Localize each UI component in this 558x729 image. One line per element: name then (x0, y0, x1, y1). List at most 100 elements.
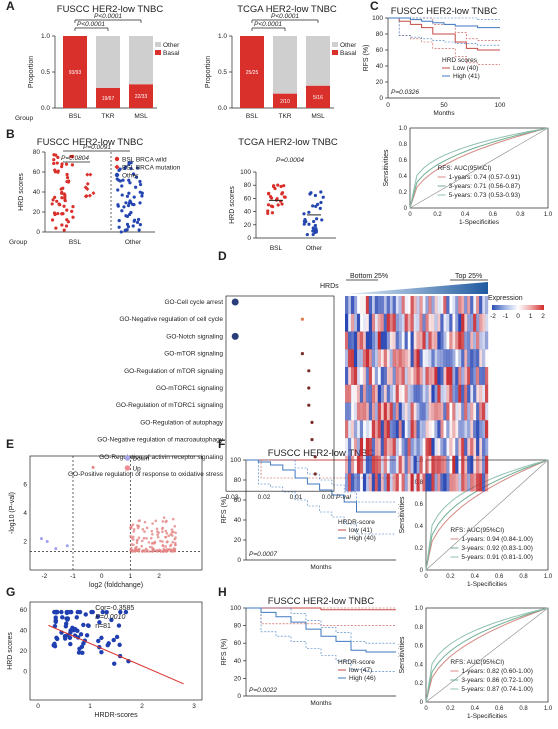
heatmap-cell (464, 455, 468, 474)
data-point-up (161, 540, 164, 543)
heatmap-cell (428, 402, 432, 421)
x-axis-label-h-km: Months (310, 700, 332, 707)
y-axis-label-b1: HRD scores (18, 173, 25, 211)
data-point-bsl-wild (52, 153, 56, 157)
data-point-bsl-wild (60, 196, 64, 200)
roc-curve-c-roc-2 (409, 127, 549, 209)
data-point-g (77, 646, 82, 651)
heatmap-cell (431, 402, 435, 421)
heatmap-cell (416, 366, 420, 385)
heatmap-cell (404, 437, 408, 456)
data-point-tcga-other (302, 222, 306, 226)
data-point-other (131, 172, 136, 176)
bar-label-BSL: 93/93 (69, 70, 82, 76)
data-point-bsl-wild (71, 205, 75, 209)
heatmap-cell (353, 420, 358, 439)
data-point-up (157, 531, 160, 534)
legend-title-d: Expression (488, 295, 523, 302)
heatmap-cell (464, 331, 468, 350)
data-point-tcga-other (315, 217, 319, 221)
data-point-tcga-other (313, 193, 318, 198)
heatmap-cell (443, 331, 447, 350)
heatmap-cell (482, 296, 486, 314)
heatmap-cell (389, 313, 393, 332)
group-label-b1: Group (9, 239, 27, 246)
heatmap-cell (380, 455, 384, 474)
km-curve-high (246, 607, 396, 653)
heatmap-cell (389, 349, 393, 368)
plot-frame-h-roc (425, 607, 549, 703)
scale-tick-2: 0 (516, 313, 520, 320)
heatmap-cell (443, 455, 447, 474)
data-point-up (174, 541, 177, 545)
heatmap-cell (461, 349, 465, 368)
legend-marker-b (114, 164, 120, 170)
heatmap-cell (360, 367, 363, 385)
term-label-6: GO-Regulation of mTORC1 signaling (116, 402, 224, 409)
heatmap-cell (407, 313, 411, 332)
heatmap-cell (425, 437, 429, 456)
data-point-bsl-wild (56, 170, 60, 174)
bar-other-MSL (306, 36, 330, 86)
heatmap-cell (371, 455, 375, 474)
heatmap-cell (362, 437, 367, 456)
y-tick-label-b2: 0 (247, 235, 251, 242)
hrd-top-label: Top 25% (455, 273, 482, 280)
data-point-g (105, 643, 110, 648)
heatmap-cell (416, 420, 420, 439)
y-tick-label-b2: 80 (244, 182, 252, 189)
heatmap-cell (419, 366, 423, 385)
heatmap-cell (347, 349, 352, 368)
data-point-up (129, 526, 132, 529)
heatmap-cell (395, 349, 399, 368)
heatmap-cell (368, 384, 373, 403)
y-axis-label-f-roc: Sensitivities (399, 496, 406, 533)
heatmap-cell (389, 384, 393, 403)
bar-basal-TKR (273, 93, 297, 108)
heatmap-cell (353, 366, 358, 385)
heatmap-cell (467, 420, 471, 439)
heatmap-cell (440, 366, 444, 385)
heatmap-cell (437, 384, 441, 403)
heatmap-cell (419, 313, 423, 332)
data-point-up (130, 543, 133, 546)
heatmap-cell (404, 349, 408, 368)
legend-label-h-roc-0: 1-years: 0.82 (0.60-1.00) (461, 668, 533, 675)
heatmap-cell (467, 473, 471, 492)
heatmap-cell (377, 384, 381, 403)
heatmap-cell (431, 437, 435, 456)
data-point-up (137, 536, 141, 540)
data-point-g (71, 628, 77, 633)
data-point-bsl-mut (91, 191, 96, 196)
heatmap-cell (464, 420, 468, 439)
heatmap-cell (383, 420, 387, 439)
heatmap-cell (377, 331, 381, 350)
data-point-g (83, 612, 88, 617)
data-point-up (161, 544, 165, 548)
bar-other-TKR (273, 36, 297, 94)
heatmap-cell (431, 455, 435, 474)
heatmap-cell (363, 420, 366, 438)
data-point-g (95, 614, 101, 619)
heatmap-cell (401, 420, 405, 439)
heatmap-cell (401, 349, 405, 368)
data-point-up (170, 528, 174, 531)
data-point-bsl-wild (52, 161, 56, 166)
heatmap-cell (368, 366, 373, 385)
heatmap-cell (386, 402, 390, 421)
heatmap-cell (410, 384, 414, 403)
heatmap-cell (350, 437, 355, 456)
heatmap-cell (458, 402, 462, 421)
heatmap-cell (419, 384, 423, 403)
heatmap-cell (482, 331, 486, 350)
data-point-other (127, 178, 131, 182)
data-point-g (99, 635, 104, 641)
data-point-other (132, 218, 137, 222)
bar-label-TKR: 19/67 (102, 96, 115, 102)
x-axis-label-e: log2 (foldchange) (89, 582, 143, 589)
heatmap-cell (395, 420, 399, 439)
heatmap-cell (389, 402, 393, 421)
data-point-other (138, 190, 142, 194)
data-point-other (134, 175, 139, 179)
heatmap-cell (485, 437, 489, 456)
